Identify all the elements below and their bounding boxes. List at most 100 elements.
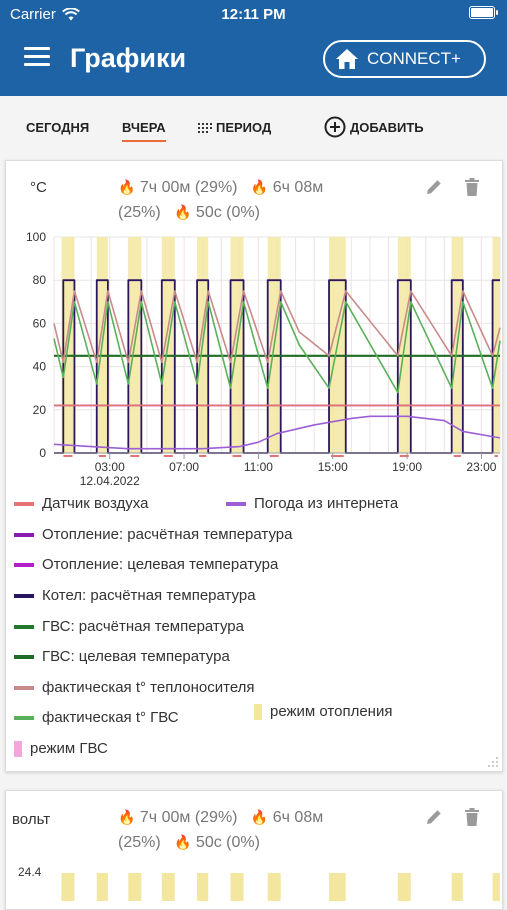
- resize-handle-icon[interactable]: [485, 754, 499, 768]
- edit-icon[interactable]: [424, 807, 444, 827]
- legend-item[interactable]: Отопление: целевая температура: [14, 556, 278, 573]
- flame-icon: 🔥: [118, 179, 136, 195]
- trash-icon[interactable]: [464, 807, 480, 827]
- legend-swatch: [14, 685, 34, 690]
- temperature-chart-card: °C 🔥 7ч 00м (29%) 🔥 6ч 08м (25%) 🔥 50с (…: [5, 160, 503, 772]
- legend-label: Датчик воздуха: [42, 495, 149, 512]
- temperature-chart: 0 20 40 60 80 100 03:00 07:00 11:00 15:00 19:00 23:…: [26, 230, 501, 488]
- heating-mode-band: [492, 237, 500, 453]
- y-tick-label: 20: [33, 403, 47, 417]
- x-tick-label: 07:00: [169, 460, 199, 474]
- stat-other: 50с (0%): [195, 834, 260, 851]
- heating-mode-band: [61, 873, 75, 901]
- legend-item[interactable]: фактическая t° теплоносителя: [14, 679, 255, 696]
- legend-label: фактическая t° теплоносителя: [42, 679, 255, 696]
- legend-swatch: [14, 740, 22, 757]
- y-axis-top-label: 24.4: [18, 865, 42, 879]
- voltage-chart-card: вольт 🔥 7ч 00м (29%) 🔥 6ч 08м (25%) 🔥 50…: [5, 790, 503, 910]
- legend-item[interactable]: режим отопления: [254, 703, 392, 720]
- legend-label: режим ГВС: [30, 740, 108, 757]
- series-line: [53, 415, 501, 450]
- carrier-label: Carrier: [10, 6, 56, 23]
- legend-label: Отопление: целевая температура: [42, 556, 279, 573]
- tab-period[interactable]: ПЕРИОД: [198, 120, 271, 135]
- chart-unit: вольт: [12, 811, 51, 828]
- menu-icon[interactable]: [24, 47, 50, 69]
- edit-icon[interactable]: [424, 177, 444, 197]
- series-line: [53, 290, 501, 364]
- flame-icon: 🔥: [174, 204, 192, 220]
- legend-label: ГВС: целевая температура: [42, 648, 230, 665]
- legend-item[interactable]: фактическая t° ГВС: [14, 709, 179, 726]
- battery-icon: [469, 6, 498, 19]
- x-tick-label: 23:00: [466, 460, 496, 474]
- y-tick-label: 40: [33, 360, 47, 374]
- legend-swatch: [14, 532, 34, 537]
- trash-icon[interactable]: [464, 177, 480, 197]
- app-header: Carrier 12:11 PM Графики CONNECT+: [0, 0, 507, 96]
- heating-mode-band: [397, 873, 411, 901]
- legend-item[interactable]: Датчик воздуха: [14, 495, 148, 512]
- tab-yesterday-label: ВЧЕРА: [122, 120, 166, 135]
- series-line: [53, 301, 501, 394]
- heating-mode-band: [451, 873, 463, 901]
- legend-swatch: [14, 501, 34, 506]
- active-tab-underline: [122, 140, 166, 142]
- chart-stats: 🔥 7ч 00м (29%) 🔥 6ч 08м (25%) 🔥 50с (0%): [118, 805, 408, 855]
- flame-icon: 🔥: [250, 179, 269, 195]
- y-tick-label: 60: [33, 316, 47, 330]
- legend-item[interactable]: ГВС: целевая температура: [14, 648, 230, 665]
- x-tick-label: 11:00: [244, 460, 273, 474]
- legend-swatch: [14, 562, 34, 567]
- stat-other: 50с (0%): [195, 204, 260, 221]
- y-tick-label: 80: [33, 273, 47, 287]
- heating-mode-band: [267, 873, 281, 901]
- flame-icon: 🔥: [174, 834, 192, 850]
- connect-button[interactable]: CONNECT+: [323, 40, 486, 78]
- stat-hot-water-pct: (25%): [118, 834, 161, 851]
- x-tick-label: 15:00: [318, 460, 348, 474]
- y-tick-label: 0: [39, 446, 46, 460]
- legend-label: Котел: расчётная температура: [42, 587, 256, 604]
- legend-swatch: [254, 703, 262, 720]
- legend-swatch: [14, 654, 34, 659]
- heating-mode-band: [128, 873, 142, 901]
- flame-icon: 🔥: [118, 809, 136, 825]
- heating-mode-band: [230, 873, 244, 901]
- add-label: ДОБАВИТЬ: [350, 119, 424, 135]
- legend-swatch: [14, 715, 34, 720]
- legend-label: режим отопления: [270, 703, 393, 720]
- legend-item[interactable]: Котел: расчётная температура: [14, 587, 256, 604]
- legend-swatch: [226, 501, 246, 506]
- legend-label: Отопление: расчётная температура: [42, 526, 293, 543]
- legend-item[interactable]: Отопление: расчётная температура: [14, 526, 292, 543]
- legend-label: фактическая t° ГВС: [42, 709, 179, 726]
- legend-item[interactable]: Погода из интернета: [226, 495, 398, 512]
- stat-heating-time: 7ч 00м (29%): [139, 179, 238, 196]
- heating-mode-band: [492, 873, 500, 901]
- clock: 12:11 PM: [221, 6, 286, 23]
- stat-heating-time: 7ч 00м (29%): [139, 809, 238, 826]
- add-chart-button[interactable]: ДОБАВИТЬ: [324, 116, 424, 138]
- tab-period-label: ПЕРИОД: [216, 120, 272, 135]
- x-date-label: 12.04.2022: [80, 474, 140, 488]
- page-title: Графики: [70, 43, 187, 73]
- carrier: Carrier: [10, 6, 80, 23]
- legend-item[interactable]: режим ГВС: [14, 740, 108, 757]
- legend-label: Погода из интернета: [254, 495, 399, 512]
- y-tick-label: 100: [26, 230, 46, 244]
- home-icon: [336, 49, 358, 69]
- tab-today[interactable]: СЕГОДНЯ: [26, 120, 89, 135]
- tab-yesterday[interactable]: ВЧЕРА: [122, 120, 166, 142]
- connect-label: CONNECT+: [367, 49, 461, 68]
- stat-hot-water-time: 6ч 08м: [272, 179, 324, 196]
- heating-mode-band: [329, 873, 346, 901]
- x-tick-label: 03:00: [95, 460, 125, 474]
- heating-mode-band: [197, 873, 209, 901]
- status-bar: Carrier 12:11 PM: [0, 0, 507, 28]
- voltage-chart: [61, 873, 500, 901]
- legend-swatch: [14, 624, 34, 629]
- plus-circle-icon: [324, 116, 346, 138]
- legend-item[interactable]: ГВС: расчётная температура: [14, 618, 244, 635]
- stat-hot-water-pct: (25%): [118, 204, 161, 221]
